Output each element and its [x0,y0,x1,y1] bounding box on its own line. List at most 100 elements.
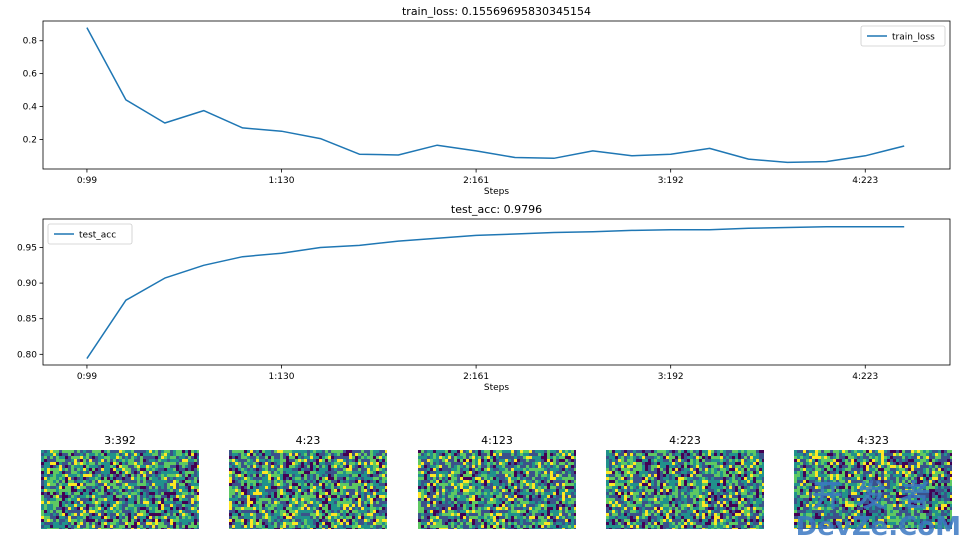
heatmap-cell [741,471,744,474]
heatmap-cell [185,525,188,528]
heatmap-cell [633,465,636,468]
heatmap-cell [457,495,460,498]
heatmap-cell [179,462,182,465]
heatmap-cell [373,450,376,453]
heatmap-cell [113,519,116,522]
heatmap-cell [286,519,289,522]
heatmap-cell [197,507,199,510]
heatmap-cell [104,498,107,501]
heatmap-cell [164,513,167,516]
heatmap-cell [355,471,358,474]
heatmap-cell [86,501,89,504]
heatmap-cell [44,483,47,486]
heatmap-cell [663,468,666,471]
heatmap-cell [185,495,188,498]
heatmap-cell [472,510,475,513]
heatmap-cell [373,456,376,459]
heatmap-cell [280,483,283,486]
heatmap-cell [696,450,699,453]
heatmap-cell [140,498,143,501]
heatmap-cell [448,471,451,474]
heatmap-cell [134,516,137,519]
heatmap-cell [292,525,295,528]
heatmap-cell [259,507,262,510]
heatmap-cell [463,489,466,492]
heatmap-cell [161,495,164,498]
heatmap-cell [535,498,538,501]
heatmap-cell [271,453,274,456]
heatmap-cell [696,468,699,471]
heatmap-cell [436,525,439,528]
heatmap-cell [508,450,511,453]
heatmap-cell [119,492,122,495]
heatmap-cell [307,453,310,456]
heatmap-cell [750,450,753,453]
heatmap-cell [645,471,648,474]
heatmap-cell [197,522,199,525]
heatmap-cell [481,498,484,501]
heatmap-cell [259,492,262,495]
heatmap-cell [753,474,756,477]
heatmap-cell [499,471,502,474]
heatmap-cell [286,522,289,525]
heatmap-cell [346,519,349,522]
heatmap-cell [708,468,711,471]
heatmap-cell [517,519,520,522]
heatmap-cell [493,486,496,489]
heatmap-cell [427,450,430,453]
heatmap-cell [238,462,241,465]
heatmap-cell [460,468,463,471]
heatmap-cell [693,459,696,462]
heatmap-cell [232,489,235,492]
heatmap-cell [194,528,197,529]
heatmap-cell [62,450,65,453]
heatmap-cell [544,519,547,522]
heatmap-cell [496,528,499,529]
heatmap-cell [271,519,274,522]
heatmap-cell [107,486,110,489]
heatmap-cell [505,516,508,519]
heatmap-cell [358,489,361,492]
heatmap-cell [442,453,445,456]
heatmap-cell [47,528,50,529]
heatmap-cell [630,456,633,459]
heatmap-cell [472,519,475,522]
heatmap-cell [340,510,343,513]
heatmap-cell [268,528,271,529]
heatmap-cell [352,513,355,516]
heatmap-cell [337,459,340,462]
heatmap-cell [418,498,421,501]
heatmap-cell [358,528,361,529]
heatmap-cell [241,498,244,501]
heatmap-cell [538,483,541,486]
heatmap-cell [274,459,277,462]
heatmap-cell [499,465,502,468]
heatmap-cell [280,528,283,529]
heatmap-cell [137,459,140,462]
heatmap-cell [529,519,532,522]
heatmap-cell [146,501,149,504]
heatmap-cell [553,498,556,501]
heatmap-cell [74,510,77,513]
heatmap-cell [71,465,74,468]
heatmap-cell [385,480,387,483]
heatmap-cell [505,498,508,501]
heatmap-cell [340,513,343,516]
heatmap-cell [475,477,478,480]
heatmap-cell [319,507,322,510]
heatmap-cell [274,507,277,510]
heatmap-cell [538,513,541,516]
heatmap-cell [331,519,334,522]
heatmap-cell [699,480,702,483]
heatmap-cell [50,462,53,465]
heatmap-cell [164,498,167,501]
heatmap-cell [256,528,259,529]
heatmap-cell [340,498,343,501]
heatmap-cell [717,459,720,462]
heatmap-cell [475,489,478,492]
heatmap-cell [421,450,424,453]
heatmap-cell [274,471,277,474]
heatmap-cell [77,483,80,486]
heatmap-cell [131,495,134,498]
